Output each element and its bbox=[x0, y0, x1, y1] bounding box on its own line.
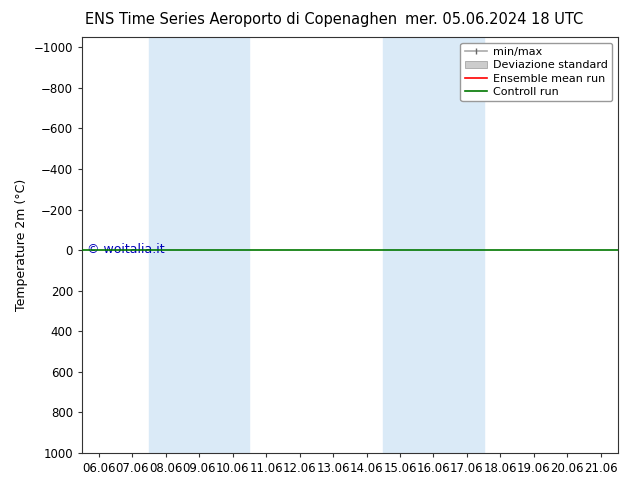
Text: © woitalia.it: © woitalia.it bbox=[87, 243, 165, 256]
Text: ENS Time Series Aeroporto di Copenaghen: ENS Time Series Aeroporto di Copenaghen bbox=[85, 12, 397, 27]
Text: mer. 05.06.2024 18 UTC: mer. 05.06.2024 18 UTC bbox=[405, 12, 584, 27]
Bar bbox=[384, 37, 484, 453]
Y-axis label: Temperature 2m (°C): Temperature 2m (°C) bbox=[15, 179, 28, 311]
Bar bbox=[149, 37, 249, 453]
Legend: min/max, Deviazione standard, Ensemble mean run, Controll run: min/max, Deviazione standard, Ensemble m… bbox=[460, 43, 612, 101]
